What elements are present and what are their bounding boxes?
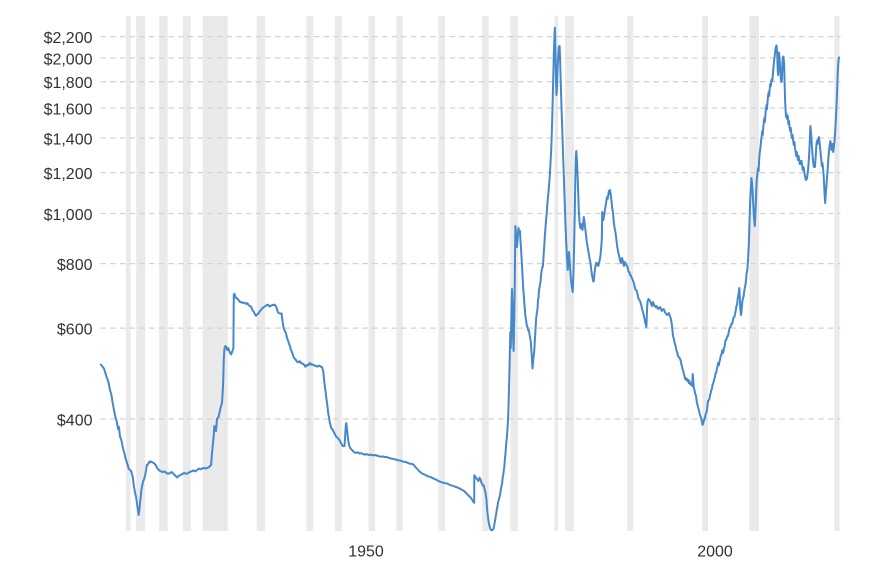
svg-text:2000: 2000	[697, 544, 733, 561]
svg-text:$1,000: $1,000	[44, 207, 93, 224]
svg-text:1950: 1950	[348, 544, 384, 561]
svg-text:$400: $400	[57, 413, 93, 430]
svg-text:$2,000: $2,000	[44, 52, 93, 69]
svg-text:$1,200: $1,200	[44, 166, 93, 183]
svg-text:$800: $800	[57, 257, 93, 274]
svg-text:$1,600: $1,600	[44, 102, 93, 119]
svg-text:$2,200: $2,200	[44, 30, 93, 47]
svg-text:$1,400: $1,400	[44, 132, 93, 149]
svg-text:$600: $600	[57, 322, 93, 339]
svg-text:$1,800: $1,800	[44, 75, 93, 92]
